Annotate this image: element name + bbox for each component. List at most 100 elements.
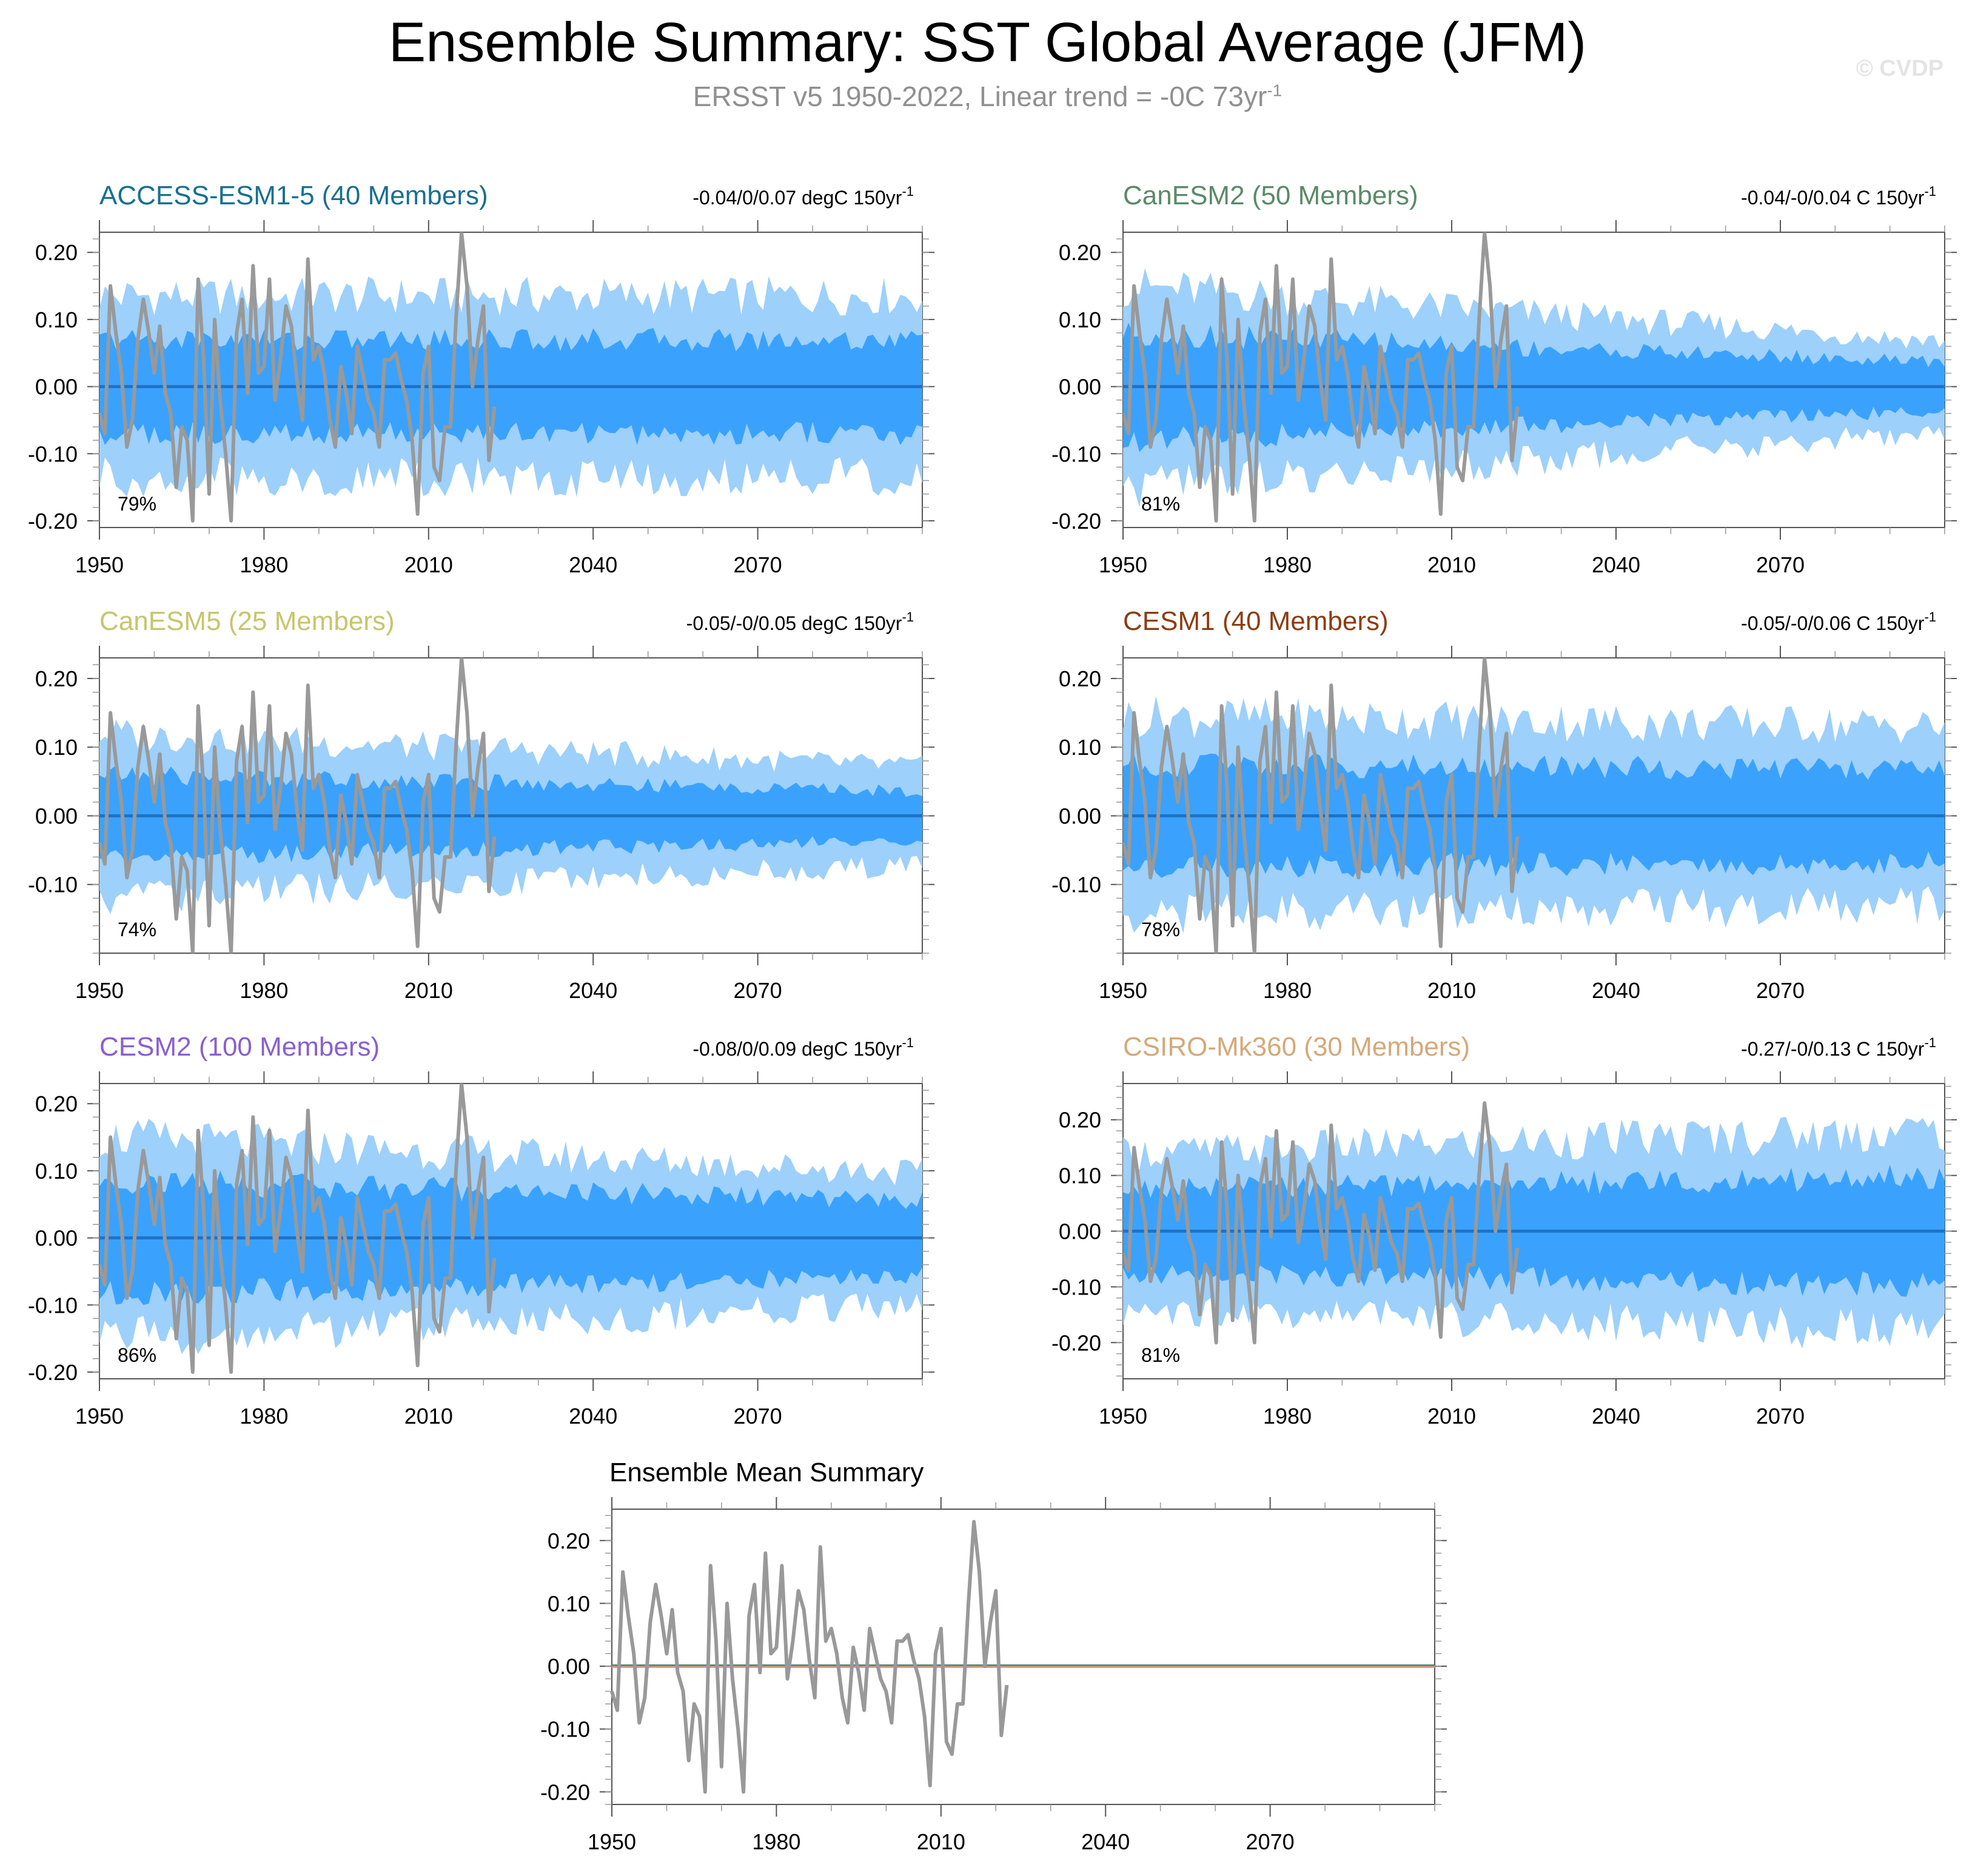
x-tick-label: 2070 <box>1246 1829 1295 1854</box>
trend-text: -0.04/-0/0.04 C 150yr <box>1741 187 1925 209</box>
x-tick-label: 2040 <box>1592 978 1640 1003</box>
y-tick-label: -0.10 <box>28 441 78 466</box>
percent-label: 86% <box>118 1344 156 1366</box>
x-tick-label: 2070 <box>1756 552 1805 577</box>
y-tick-label: 0.00 <box>1059 803 1101 828</box>
trend-superscript: -1 <box>902 609 914 625</box>
panel-title: CanESM5 (25 Members) <box>99 606 395 636</box>
plot-area <box>1123 658 1945 953</box>
y-tick-label: 0.10 <box>35 307 78 332</box>
main-title: Ensemble Summary: SST Global Average (JF… <box>388 12 1587 73</box>
y-tick-label: 0.20 <box>35 1091 78 1116</box>
x-tick-label: 2040 <box>1592 552 1640 577</box>
trend-superscript: -1 <box>1924 1035 1936 1050</box>
plot-area <box>99 232 922 523</box>
observations-line <box>99 1084 497 1374</box>
panel-canesm5: -0.10 0.00 0.10 0.20 1950 1980 2010 2040 2070 Can… <box>28 606 934 1003</box>
panel-cesm1: -0.10 0.00 0.10 0.20 1950 1980 2010 2040 2070 CES… <box>1051 606 1957 1003</box>
y-tick-label: 0.00 <box>35 803 78 828</box>
subtitle-superscript: -1 <box>1267 81 1283 100</box>
x-tick-label: 2040 <box>1081 1829 1130 1854</box>
x-tick-label: 1950 <box>75 978 124 1003</box>
x-tick-label: 2040 <box>569 1404 617 1429</box>
percent-label: 79% <box>118 493 156 515</box>
x-tick-label: 1950 <box>1099 552 1147 577</box>
panel-ensemble-mean-summary: -0.20 -0.10 0.00 0.10 0.20 1950 1980 2010 2040 20… <box>540 1458 1447 1854</box>
y-tick-label: 0.00 <box>1059 1219 1101 1244</box>
x-tick-label: 1980 <box>240 978 288 1003</box>
trend-text: -0.04/0/0.07 degC 150yr <box>692 187 902 209</box>
trend-label: -0.27/-0/0.13 C 150yr-1 <box>1741 1035 1936 1060</box>
trend-label: -0.05/-0/0.05 degC 150yr-1 <box>686 609 914 634</box>
y-tick-label: -0.10 <box>28 873 78 897</box>
x-tick-label: 2010 <box>1427 978 1476 1003</box>
trend-superscript: -1 <box>902 184 914 199</box>
y-tick-label: -0.20 <box>28 509 78 534</box>
panel-title: CSIRO-Mk360 (30 Members) <box>1123 1032 1470 1062</box>
plot-area <box>1123 1101 1945 1348</box>
y-tick-label: -0.20 <box>1051 1330 1101 1355</box>
panel-title: CanESM2 (50 Members) <box>1123 181 1418 210</box>
y-tick-label: -0.10 <box>1051 873 1101 897</box>
y-tick-label: 0.10 <box>548 1591 590 1616</box>
x-tick-label: 1980 <box>1263 1404 1312 1429</box>
trend-superscript: -1 <box>1924 184 1936 199</box>
panel-canesm2: -0.20 -0.10 0.00 0.10 0.20 1950 1980 2010 2040 20… <box>1051 181 1957 577</box>
panel-access-esm1-5: -0.20 -0.10 0.00 0.10 0.20 1950 1980 2010 2040 20… <box>28 181 934 577</box>
y-tick-label: -0.10 <box>1051 1275 1101 1299</box>
y-tick-label: -0.10 <box>540 1717 590 1742</box>
x-tick-label: 2040 <box>569 552 617 577</box>
observations-line <box>1123 1101 1520 1345</box>
subtitle-text: ERSST v5 1950-2022, Linear trend = -0C 7… <box>692 81 1267 112</box>
trend-text: -0.27/-0/0.13 C 150yr <box>1741 1038 1925 1060</box>
x-tick-label: 2010 <box>404 552 453 577</box>
trend-superscript: -1 <box>902 1035 914 1050</box>
observations-line <box>99 232 497 523</box>
plot-area <box>99 1084 922 1374</box>
percent-label: 78% <box>1141 919 1180 940</box>
trend-label: -0.08/0/0.09 degC 150yr-1 <box>692 1035 914 1060</box>
x-tick-label: 2010 <box>404 978 453 1003</box>
x-tick-label: 2010 <box>1427 1404 1476 1429</box>
x-tick-label: 2070 <box>1756 978 1805 1003</box>
y-tick-label: 0.10 <box>1059 735 1101 760</box>
panel-cesm2: -0.20 -0.10 0.00 0.10 0.20 1950 1980 2010 2040 20… <box>28 1032 934 1429</box>
x-tick-label: 1950 <box>588 1829 636 1854</box>
y-tick-label: -0.20 <box>28 1360 78 1385</box>
x-tick-label: 2070 <box>734 552 782 577</box>
trend-label: -0.04/-0/0.04 C 150yr-1 <box>1741 184 1936 209</box>
x-tick-label: 1980 <box>752 1829 800 1854</box>
y-tick-label: 0.10 <box>35 735 78 760</box>
x-tick-label: 2040 <box>1592 1404 1640 1429</box>
x-tick-label: 1980 <box>240 1404 288 1429</box>
y-tick-label: -0.20 <box>540 1780 590 1804</box>
x-tick-label: 1950 <box>75 1404 124 1429</box>
y-tick-label: -0.20 <box>1051 509 1101 534</box>
x-tick-label: 2070 <box>734 1404 782 1429</box>
y-tick-label: 0.10 <box>1059 307 1101 332</box>
panel-title: CESM2 (100 Members) <box>99 1032 380 1062</box>
summary-title: Ensemble Mean Summary <box>609 1458 924 1487</box>
x-tick-label: 1980 <box>1263 978 1312 1003</box>
x-tick-label: 2070 <box>734 978 782 1003</box>
trend-text: -0.05/-0/0.05 degC 150yr <box>686 612 902 634</box>
trend-label: -0.04/0/0.07 degC 150yr-1 <box>692 184 914 209</box>
trend-text: -0.08/0/0.09 degC 150yr <box>692 1038 902 1060</box>
observations-line <box>1123 232 1520 523</box>
x-tick-label: 1980 <box>1263 552 1312 577</box>
y-tick-label: 0.10 <box>35 1159 78 1184</box>
y-tick-label: 0.00 <box>548 1654 590 1679</box>
y-tick-label: 0.20 <box>35 240 78 265</box>
percent-label: 81% <box>1141 1344 1180 1366</box>
y-tick-label: -0.10 <box>28 1293 78 1318</box>
percent-label: 74% <box>118 919 156 940</box>
x-tick-label: 1950 <box>75 552 124 577</box>
y-tick-label: 0.20 <box>548 1529 590 1553</box>
y-tick-label: -0.10 <box>1051 441 1101 466</box>
x-tick-label: 2070 <box>1756 1404 1805 1429</box>
y-tick-label: 0.20 <box>1059 1108 1101 1133</box>
x-tick-label: 2010 <box>1427 552 1476 577</box>
x-tick-label: 1950 <box>1099 1404 1147 1429</box>
subtitle: ERSST v5 1950-2022, Linear trend = -0C 7… <box>0 80 1975 113</box>
